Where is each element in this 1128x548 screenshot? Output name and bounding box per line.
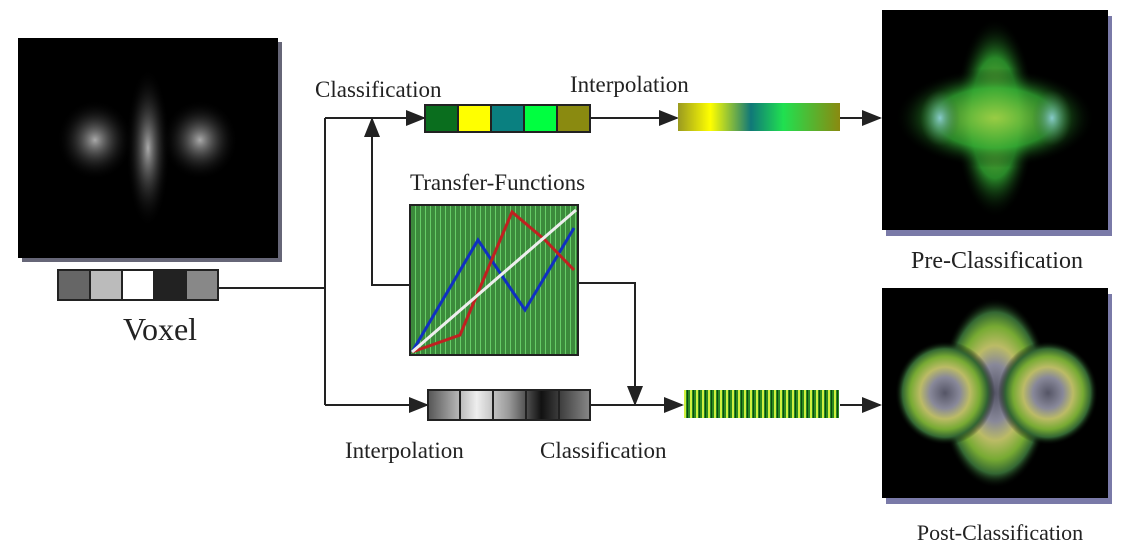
step-label: Classification bbox=[315, 77, 442, 102]
gray-bar bbox=[428, 390, 590, 420]
tf-label: Transfer-Functions bbox=[410, 170, 585, 195]
arrow bbox=[578, 283, 635, 404]
blob bbox=[895, 341, 995, 445]
blob bbox=[920, 90, 960, 146]
page: Voxel Classification Interpolation Trans… bbox=[0, 0, 1128, 548]
blob bbox=[57, 100, 133, 180]
blob bbox=[998, 341, 1098, 445]
blob bbox=[162, 100, 238, 180]
blob bbox=[1032, 90, 1072, 146]
voxel-bar bbox=[58, 270, 218, 300]
voxel-label: Voxel bbox=[123, 311, 197, 347]
step-label: Interpolation bbox=[570, 72, 689, 97]
step-label: Classification bbox=[540, 438, 667, 463]
interp-bar bbox=[678, 103, 840, 131]
class-bar bbox=[425, 105, 590, 132]
stripe-bar bbox=[684, 390, 839, 418]
diagram: Voxel Classification Interpolation Trans… bbox=[0, 0, 1128, 548]
output-label: Pre-Classification bbox=[911, 248, 1083, 274]
step-label: Interpolation bbox=[345, 438, 464, 463]
arrow bbox=[372, 119, 410, 285]
output-label: Post-Classification bbox=[917, 520, 1083, 545]
